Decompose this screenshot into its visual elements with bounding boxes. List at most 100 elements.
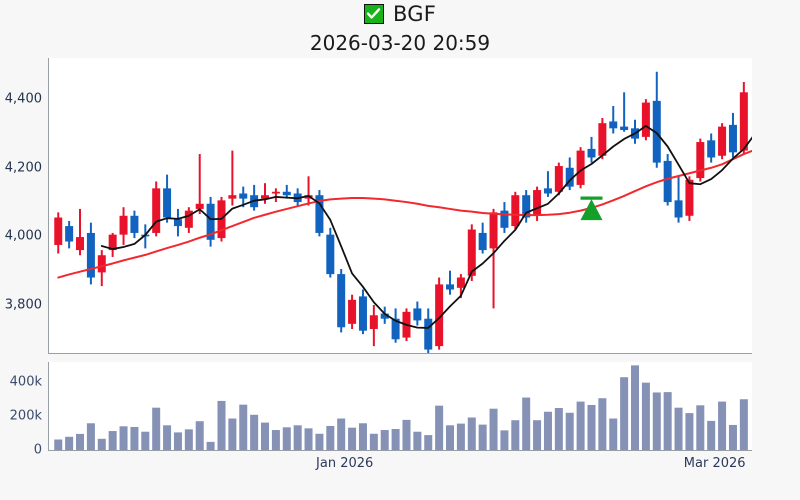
candlestick — [696, 138, 705, 182]
volume-bar — [152, 407, 161, 450]
volume-axis-tick: 0 — [33, 442, 42, 458]
candlestick — [478, 222, 487, 254]
candlestick — [598, 118, 607, 160]
volume-bar — [108, 431, 117, 450]
volume-bar — [696, 405, 705, 450]
volume-bar — [446, 425, 455, 450]
volume-bar — [402, 419, 411, 450]
candlestick — [315, 190, 324, 237]
buy-signal-marker[interactable] — [580, 196, 603, 221]
volume-bar — [631, 365, 640, 450]
volume-bar — [119, 426, 128, 450]
price-chart-panel[interactable] — [48, 58, 752, 354]
volume-axis-tick: 400k — [9, 374, 42, 390]
price-axis-tick: 4,200 — [4, 160, 42, 176]
candlestick — [206, 196, 215, 247]
candlestick — [282, 184, 291, 199]
candlestick — [718, 123, 727, 160]
volume-bar — [587, 404, 596, 450]
volume-bar — [217, 400, 226, 450]
volume-bar — [728, 424, 737, 450]
volume-chart-panel[interactable] — [48, 362, 752, 451]
candlestick — [500, 202, 509, 233]
candlestick — [554, 162, 563, 196]
volume-bar — [163, 425, 172, 450]
candlestick — [76, 208, 85, 256]
timestamp-label: 2026-03-20 20:59 — [309, 31, 491, 55]
volume-bar — [76, 433, 85, 450]
volume-bar-plot — [54, 365, 748, 450]
candlestick — [184, 207, 193, 233]
date-axis-tick: Jan 2026 — [316, 456, 374, 471]
volume-bar — [271, 430, 280, 450]
volume-bar — [456, 423, 465, 450]
volume-bar — [522, 397, 531, 450]
candlestick — [261, 183, 270, 204]
volume-bar — [620, 377, 629, 450]
candlestick — [641, 99, 650, 141]
candlestick — [707, 133, 716, 163]
volume-bar — [391, 429, 400, 450]
volume-bar — [358, 423, 367, 450]
candlestick — [522, 190, 531, 223]
volume-bar — [239, 404, 248, 450]
candlestick — [511, 191, 520, 230]
candlestick — [65, 220, 74, 249]
volume-bar — [184, 429, 193, 450]
candlestick — [391, 308, 400, 343]
volume-bar — [543, 411, 552, 450]
candlestick — [489, 208, 498, 309]
volume-bar — [707, 420, 716, 450]
candlestick — [326, 227, 335, 278]
volume-bar — [315, 433, 324, 450]
volume-axis-tick: 200k — [9, 408, 42, 424]
candlestick — [97, 250, 106, 287]
candlestick — [728, 112, 737, 158]
volume-bar — [478, 424, 487, 450]
volume-bar — [674, 407, 683, 450]
volume-bar — [652, 392, 661, 450]
candlestick — [380, 306, 389, 324]
volume-bar — [54, 439, 63, 450]
candlestick — [152, 181, 161, 237]
volume-bar — [685, 413, 694, 450]
volume-bar — [739, 399, 748, 450]
volume-bar — [565, 412, 574, 450]
volume-bar — [413, 431, 422, 450]
candlestick — [587, 136, 596, 163]
candlestick — [576, 147, 585, 189]
volume-bar — [304, 428, 313, 450]
volume-bar — [337, 418, 346, 450]
candlestick — [228, 150, 237, 206]
checkmark-icon[interactable] — [364, 4, 384, 24]
chart-subtitle-row: 2026-03-20 20:59 — [0, 30, 800, 56]
candlestick — [239, 186, 248, 208]
volume-bar — [489, 408, 498, 450]
volume-bar — [467, 417, 476, 450]
candlestick — [108, 232, 117, 257]
price-axis-tick: 4,400 — [4, 91, 42, 107]
candlestick — [424, 308, 433, 353]
volume-bar — [348, 427, 357, 450]
candlestick — [173, 208, 182, 237]
volume-bar — [511, 420, 520, 450]
volume-bar — [141, 431, 150, 450]
candlestick — [674, 176, 683, 223]
candlestick — [446, 270, 455, 295]
volume-bar — [97, 438, 106, 450]
volume-bar — [130, 426, 139, 450]
price-axis-tick: 3,800 — [4, 297, 42, 313]
page-title: BGF — [393, 1, 436, 26]
candlestick-plot — [54, 71, 752, 353]
candlestick — [358, 289, 367, 335]
candlestick — [369, 304, 378, 347]
candlestick — [130, 210, 139, 239]
candlestick — [652, 71, 661, 168]
candlestick — [337, 268, 346, 333]
volume-bar — [641, 382, 650, 450]
volume-bar — [598, 398, 607, 450]
candlestick — [348, 294, 357, 329]
candlestick — [86, 222, 95, 285]
volume-bar — [86, 423, 95, 450]
candlestick — [413, 301, 422, 326]
